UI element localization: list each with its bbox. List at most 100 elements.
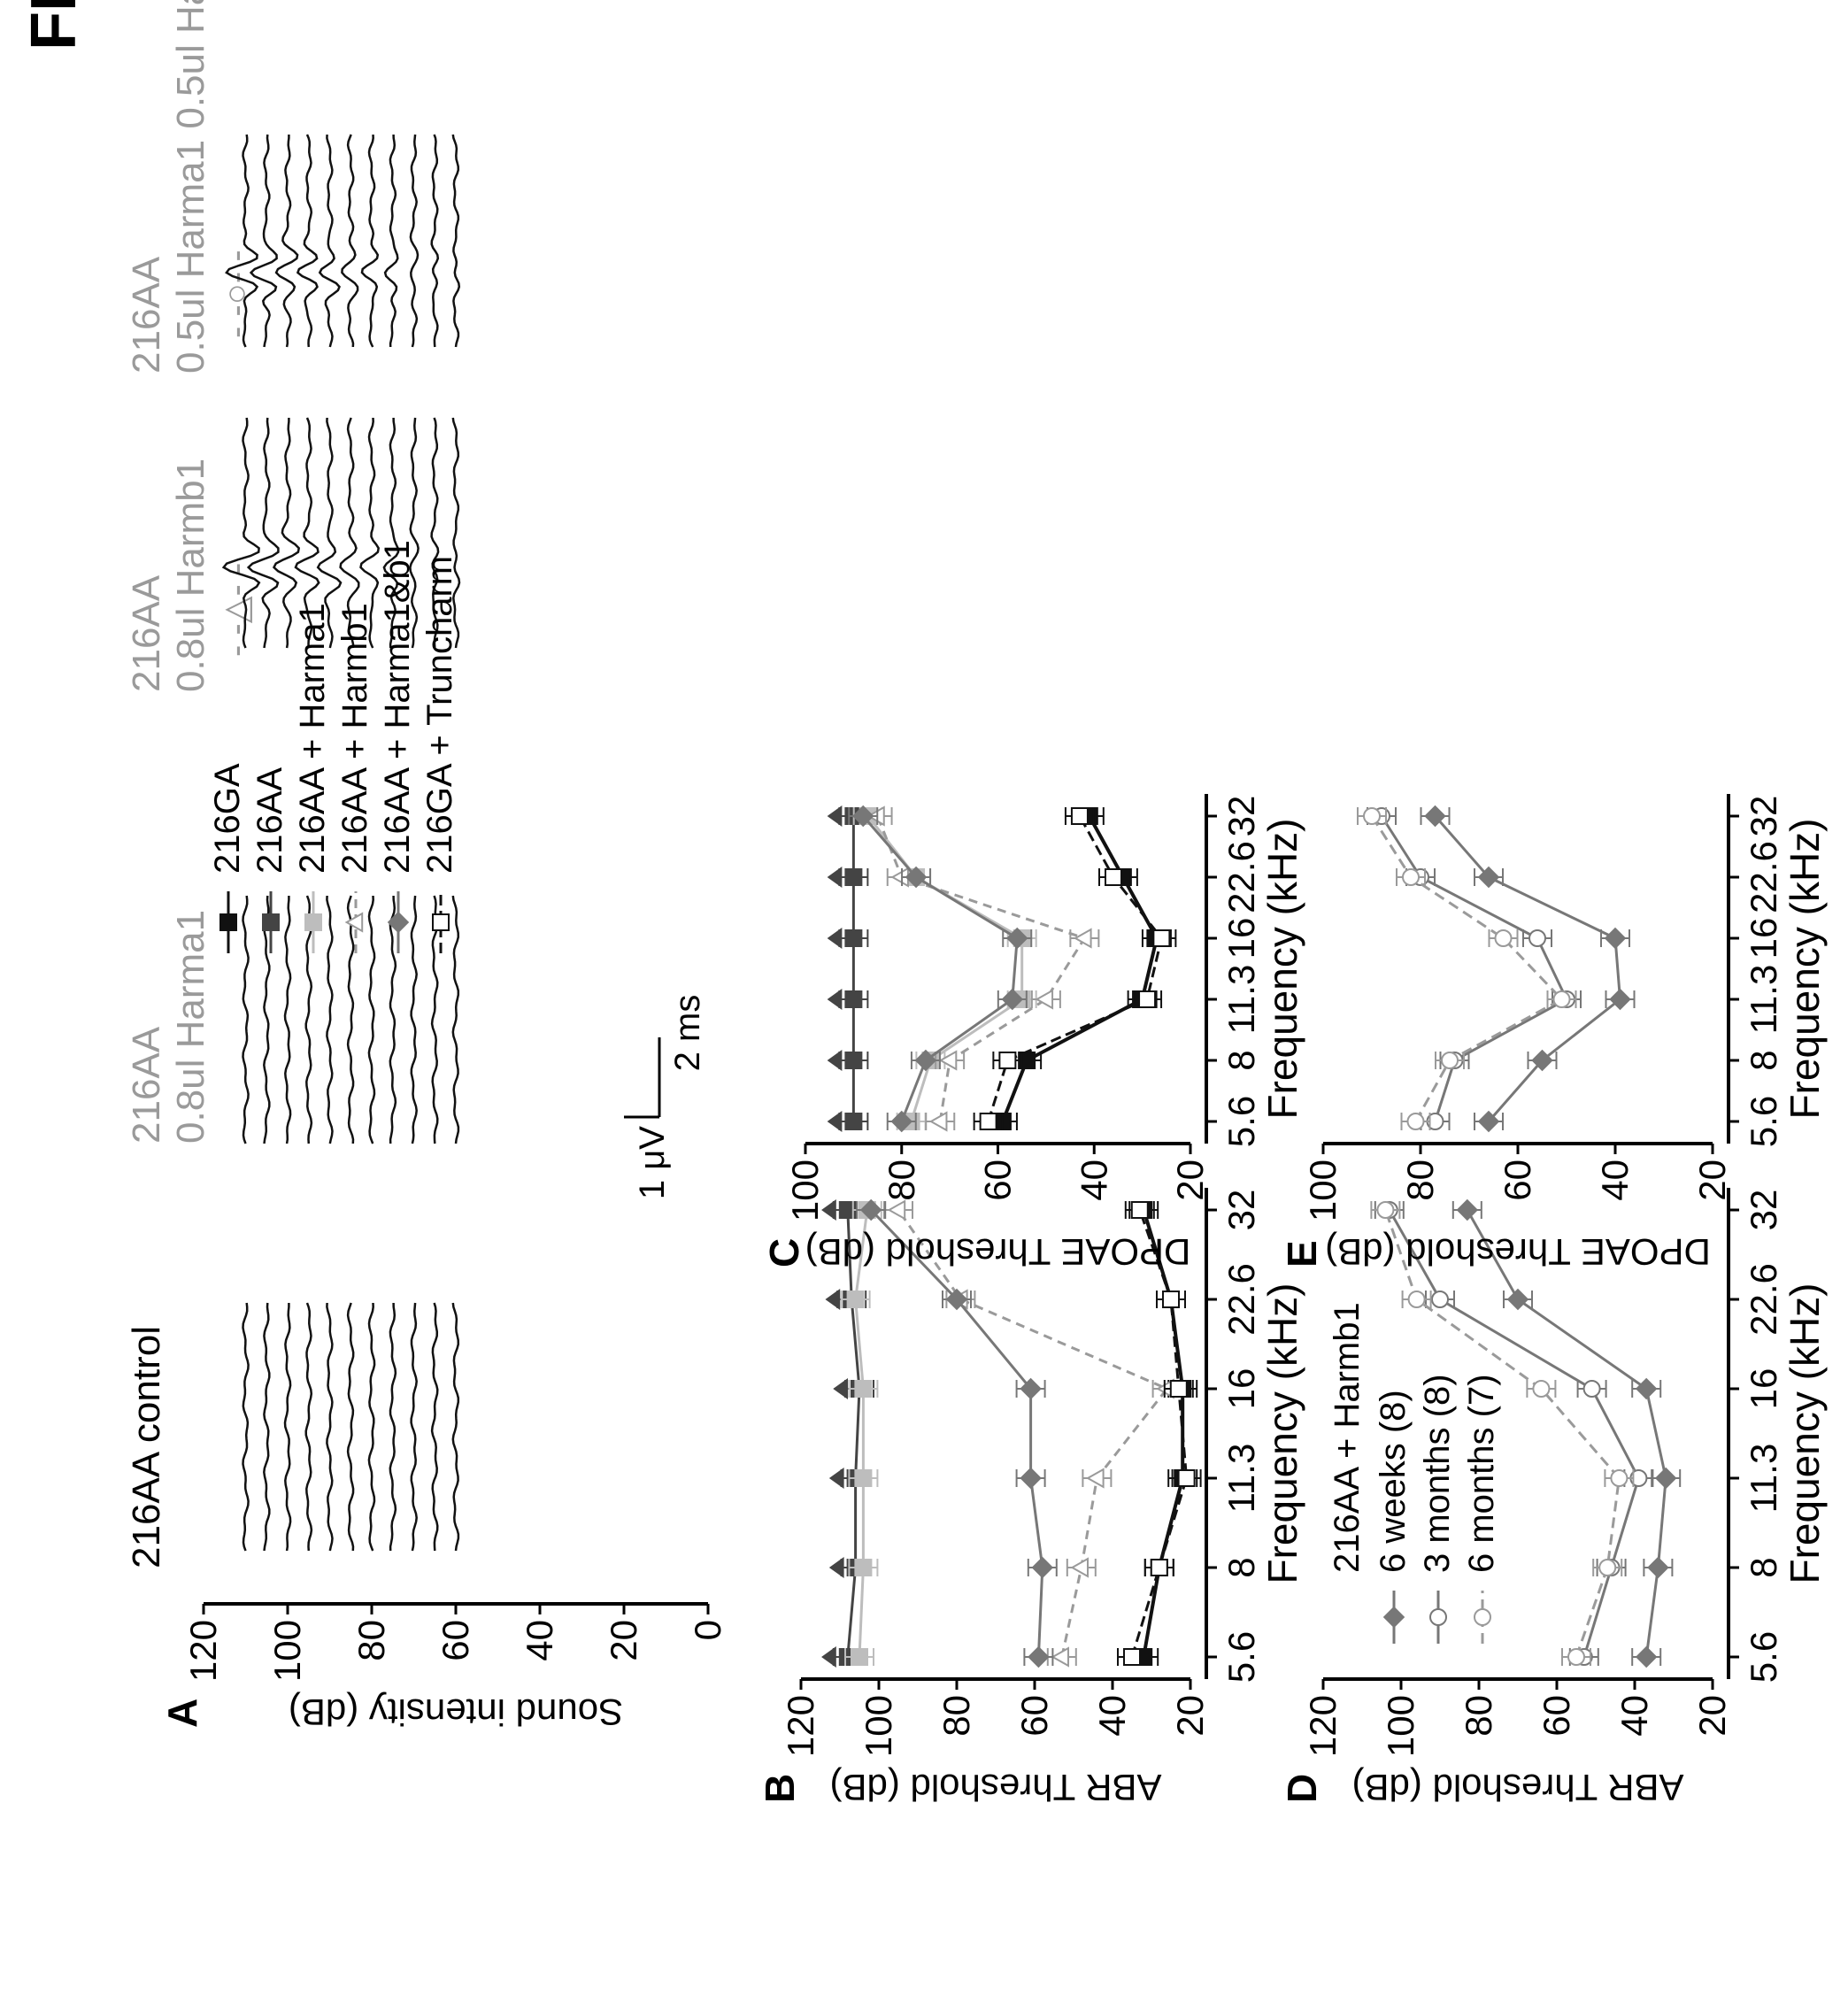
data-point: [1138, 990, 1157, 1008]
series-line: [1388, 1209, 1641, 1658]
no-response-arrow: [825, 1289, 841, 1310]
data-point: [928, 1111, 948, 1132]
y-tick-label: 100: [858, 1695, 899, 1757]
y-tick-label: 80: [1399, 1160, 1441, 1201]
no-response-arrow: [828, 1468, 844, 1489]
a-y-tick-label: 60: [435, 1620, 476, 1661]
abr-trace: [326, 895, 334, 1144]
x-tick-label: 5.6: [1743, 1631, 1784, 1683]
data-point: [1086, 1468, 1105, 1489]
data-point: [1506, 1288, 1529, 1311]
no-response-arrow: [827, 1111, 843, 1132]
abr-trace: [430, 134, 440, 348]
x-tick-label: 16: [1220, 1368, 1262, 1410]
y-tick-label: 20: [1691, 1695, 1733, 1737]
a-y-tick-label: 120: [182, 1620, 224, 1682]
series-line: [1380, 815, 1568, 1122]
legend-marker: [1382, 1606, 1405, 1629]
data-point: [844, 868, 863, 886]
abr-trace: [318, 134, 341, 348]
x-tick-label: 22.6: [1743, 841, 1784, 913]
panel-b: 120 100 80 60 40 205.6 8 11.3 16 22.6 32 ABR Thresh…: [757, 1188, 1305, 1808]
abr-trace: [430, 895, 439, 1144]
abr-trace: [346, 895, 355, 1144]
y-tick-label: 120: [780, 1695, 821, 1757]
legend: 216AA + Harmb1 6 weeks (8) 3 months (8) 6 m…: [1328, 1302, 1501, 1644]
a-y-tick-label: 100: [266, 1620, 308, 1682]
data-point: [905, 866, 928, 889]
x-tick-label: 22.6: [1220, 1263, 1262, 1336]
x-axis-label: Frequency (kHz): [1259, 1283, 1305, 1584]
no-response-arrow: [827, 989, 843, 1010]
no-response-arrow: [827, 867, 843, 888]
no-response-arrow: [833, 1378, 848, 1399]
legend-marker: [262, 913, 280, 931]
abr-trace: [367, 895, 376, 1144]
panel-d: 120 100 80 60 40 205.6 8 11.3 16 22.6 32 ABR Thresh…: [1279, 1188, 1828, 1808]
y-tick-label: 40: [1091, 1695, 1133, 1737]
data-point: [1456, 1198, 1479, 1221]
scale-bar: 1 μV 2 ms: [624, 995, 707, 1199]
legend-label: 6 weeks (8): [1374, 1390, 1413, 1573]
data-point: [1105, 868, 1122, 886]
data-point: [1407, 1291, 1426, 1308]
y-tick-label: 40: [1073, 1160, 1114, 1201]
legend-marker: [432, 913, 450, 931]
series-4: [883, 1199, 1182, 1668]
y-tick-label: 20: [1691, 1160, 1733, 1201]
series-3: [1357, 807, 1577, 1130]
abr-trace: [242, 895, 250, 1144]
series-line: [1001, 815, 1159, 1122]
y-tick-label: 120: [1302, 1695, 1344, 1757]
panel-letter: D: [1279, 1774, 1325, 1803]
scale-bar-time-label: 2 ms: [668, 995, 707, 1072]
data-point: [1177, 1469, 1196, 1487]
series-line: [876, 815, 1087, 1122]
series-line: [1434, 815, 1622, 1122]
series-line: [897, 1209, 1169, 1658]
no-response-arrow: [821, 1199, 836, 1221]
y-tick-label: 80: [1458, 1695, 1499, 1737]
data-point: [1150, 1559, 1168, 1576]
data-point: [998, 1052, 1017, 1069]
y-tick-label: 100: [784, 1160, 826, 1221]
data-point: [1647, 1556, 1669, 1579]
series-line: [1130, 1209, 1189, 1658]
y-tick-label: 40: [1594, 1160, 1636, 1201]
data-point: [887, 1199, 906, 1221]
x-tick-label: 5.6: [1743, 1096, 1784, 1147]
data-point: [1552, 990, 1571, 1008]
a-y-tick-label: 0: [687, 1620, 728, 1640]
x-tick-label: 5.6: [1220, 1096, 1262, 1147]
trace-group-sublabel: 0.8ul Harmb1: [169, 458, 212, 692]
abr-trace: [409, 417, 420, 649]
abr-trace: [451, 895, 460, 1144]
data-point: [846, 1291, 865, 1308]
y-axis-label: ABR Threshold (dB): [829, 1767, 1161, 1808]
data-point: [945, 1288, 968, 1311]
series-5: [848, 805, 1033, 1133]
data-point: [1169, 1380, 1188, 1398]
y-tick-label: 20: [1169, 1695, 1211, 1737]
data-point: [1635, 1377, 1658, 1400]
abr-trace: [451, 1302, 460, 1552]
y-tick-label: 80: [881, 1160, 922, 1201]
series-line: [862, 815, 1019, 1122]
x-tick-label: 22.6: [1220, 841, 1262, 913]
trace-group-sublabel: 0.5ul Harma1 0.5ul Harmb1: [169, 0, 212, 374]
abr-trace: [326, 1302, 334, 1552]
a-y-tick-label: 40: [519, 1620, 560, 1661]
series-6: [973, 807, 1177, 1130]
panel-letter: B: [757, 1774, 803, 1803]
abr-trace: [360, 134, 380, 348]
data-point: [1431, 1291, 1449, 1308]
legend-label: 216AA: [250, 767, 289, 874]
data-point: [1020, 1467, 1042, 1490]
data-point: [890, 1110, 912, 1133]
series-4: [862, 805, 1100, 1132]
data-point: [1477, 866, 1500, 889]
x-axis-label: Frequency (kHz): [1259, 819, 1305, 1120]
series-1: [1451, 1198, 1682, 1668]
data-point: [1363, 807, 1381, 825]
